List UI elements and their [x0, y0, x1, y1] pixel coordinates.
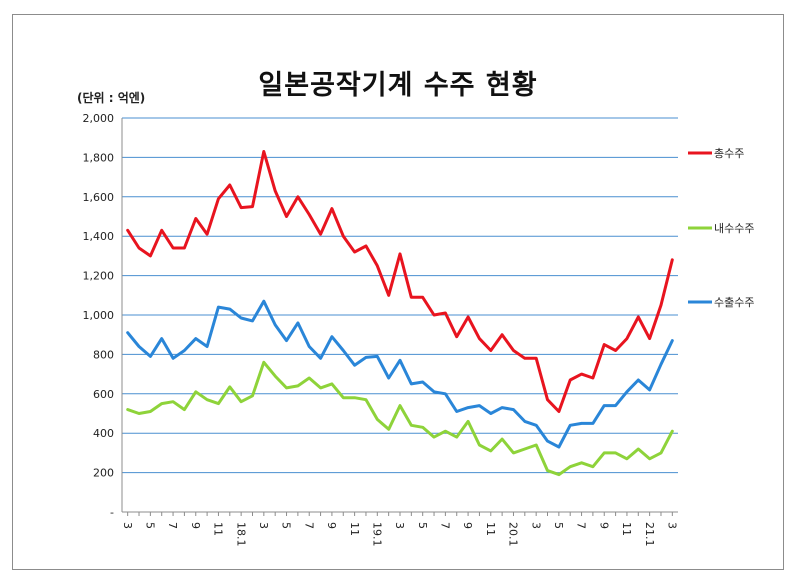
- x-tick-label: 18.1: [234, 522, 247, 547]
- y-tick-label: 1,200: [83, 270, 115, 283]
- legend-label: 총수주: [714, 147, 744, 160]
- x-tick-label: 20.1: [507, 522, 520, 547]
- x-tick-label: 7: [302, 522, 315, 529]
- x-tick-label: 9: [189, 522, 202, 529]
- legend-label: 내수수주: [714, 222, 754, 235]
- x-tick-label: 9: [325, 522, 338, 529]
- x-tick-label: 5: [416, 522, 429, 529]
- x-tick-label: 3: [665, 522, 678, 529]
- chart-title: 일본공작기계 수주 현황: [258, 70, 538, 101]
- y-tick-label: 1,600: [83, 191, 115, 204]
- x-tick-label: 19.1: [370, 522, 383, 547]
- x-tick-label: 3: [393, 522, 406, 529]
- x-tick-label: 9: [597, 522, 610, 529]
- x-tick-label: 9: [461, 522, 474, 529]
- y-tick-label: 1,400: [83, 230, 115, 243]
- x-tick-label: 7: [166, 522, 179, 529]
- x-tick-label: 5: [144, 522, 157, 529]
- series-line: [126, 360, 674, 477]
- x-tick-label: 7: [575, 522, 588, 529]
- x-tick-label: 3: [257, 522, 270, 529]
- x-tick-label: 5: [280, 522, 293, 529]
- unit-label: (단위 : 억엔): [77, 91, 146, 105]
- legend-label: 수출수주: [714, 296, 754, 309]
- y-tick-label: 600: [93, 388, 114, 401]
- x-tick-label: 3: [121, 522, 134, 529]
- x-tick-label: 7: [439, 522, 452, 529]
- x-tick-label: 11: [212, 522, 225, 536]
- x-tick-label: 21.1: [643, 522, 656, 547]
- x-tick-label: 3: [529, 522, 542, 529]
- y-tick-label: 1,800: [83, 151, 115, 164]
- x-tick-label: 11: [484, 522, 497, 536]
- y-tick-label: 1,000: [83, 309, 115, 322]
- series-line: [126, 299, 674, 449]
- y-tick-label: -: [110, 506, 114, 519]
- y-tick-label: 2,000: [83, 112, 115, 125]
- x-tick-label: 11: [348, 522, 361, 536]
- y-tick-label: 200: [93, 467, 114, 480]
- y-tick-label: 800: [93, 348, 114, 361]
- x-tick-label: 5: [552, 522, 565, 529]
- x-tick-label: 11: [620, 522, 633, 536]
- y-tick-label: 400: [93, 427, 114, 440]
- series-line: [126, 150, 674, 413]
- chart-frame: 일본공작기계 수주 현황 (단위 : 억엔): [12, 14, 784, 570]
